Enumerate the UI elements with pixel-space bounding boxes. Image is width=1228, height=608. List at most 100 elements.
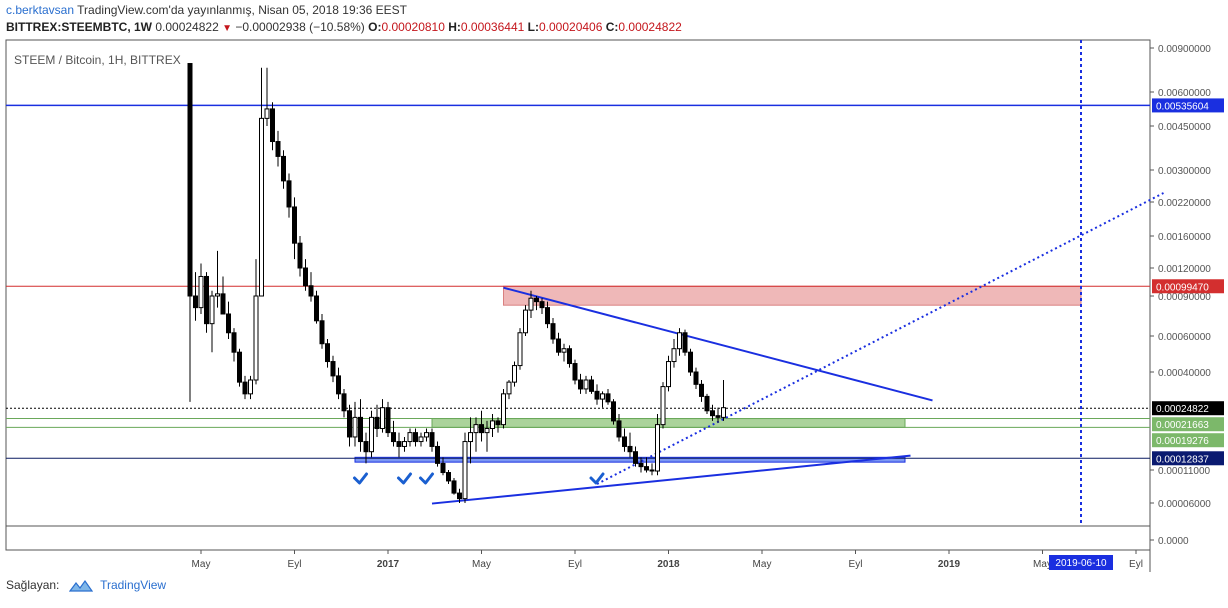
footer: Sağlayan: TradingView xyxy=(6,578,166,593)
candle-body xyxy=(341,393,347,412)
candle-body xyxy=(550,323,556,340)
price-tick-label: 0.00160000 xyxy=(1158,232,1211,243)
candle-body xyxy=(506,381,512,395)
candle-body xyxy=(369,416,374,453)
high-label: H: xyxy=(448,20,461,34)
candle-body xyxy=(396,441,402,447)
candle-body xyxy=(242,381,248,395)
time-tick-label: Eyl xyxy=(849,559,863,570)
candle-body xyxy=(330,361,336,377)
candle-body xyxy=(528,297,534,311)
candle-body xyxy=(517,332,523,367)
price-tick-label: 0.00900000 xyxy=(1158,44,1211,55)
candle-body xyxy=(638,462,644,468)
price-label-badge xyxy=(1152,433,1224,448)
candle-body xyxy=(440,462,446,474)
candle-body xyxy=(215,293,220,297)
candle-body xyxy=(490,420,495,430)
candle-body xyxy=(347,410,352,438)
time-tick-label: May xyxy=(753,559,772,570)
candle-body xyxy=(259,117,264,297)
open-value: 0.00020810 xyxy=(381,20,445,34)
price-label-text: 0.00099470 xyxy=(1156,282,1209,293)
candle-body xyxy=(578,379,583,390)
candle-body xyxy=(572,363,578,381)
candle-body xyxy=(677,332,682,350)
candle-body xyxy=(594,390,600,400)
price-tick-label: 0.00220000 xyxy=(1158,198,1211,209)
resistance-zone xyxy=(503,285,1082,306)
time-tick-label: Eyl xyxy=(1129,559,1143,570)
candle-body xyxy=(561,348,567,353)
candle-body xyxy=(253,295,259,381)
date-label-badge xyxy=(1049,555,1113,570)
time-tick-label: May xyxy=(472,559,491,570)
price-label-text: 0.00021663 xyxy=(1156,420,1209,431)
candle-body xyxy=(352,416,358,438)
candle-body xyxy=(715,415,721,418)
candle-body xyxy=(512,365,517,383)
provider-name[interactable]: TradingView xyxy=(100,578,167,592)
close-value: 0.00024822 xyxy=(618,20,682,34)
candle-body xyxy=(281,155,286,182)
price-label-badge xyxy=(1152,417,1224,432)
open-label: O: xyxy=(368,20,382,34)
candle-body xyxy=(358,416,363,443)
candle-body xyxy=(495,420,501,426)
close-label: C: xyxy=(605,20,619,34)
candle-body xyxy=(209,295,215,325)
time-tick-label: Eyl xyxy=(288,559,302,570)
price-label-badge xyxy=(1152,451,1224,466)
candle-body xyxy=(605,393,611,403)
checkmark-icon xyxy=(419,472,434,485)
candle-body xyxy=(424,432,429,438)
candle-body xyxy=(226,313,231,334)
price-tick-label: 0.00450000 xyxy=(1158,122,1211,133)
candle-body xyxy=(660,386,666,426)
low-label: L: xyxy=(527,20,539,34)
candle-body xyxy=(462,441,468,500)
candle-body xyxy=(314,295,319,322)
candle-body xyxy=(237,351,242,383)
candle-body xyxy=(286,180,292,208)
header-line-2: BITTREX:STEEMBTC, 1W 0.00024822 ▼ −0.000… xyxy=(6,19,682,37)
candle-body xyxy=(545,307,550,325)
candle-body xyxy=(325,343,330,363)
candle-body xyxy=(380,407,385,430)
candle-body xyxy=(407,432,413,443)
high-value: 0.00036441 xyxy=(460,20,525,34)
candle-body xyxy=(385,407,391,434)
candle-body xyxy=(391,432,396,443)
candle-body xyxy=(693,371,699,385)
price-label-badge xyxy=(1152,401,1224,416)
candle-body xyxy=(583,379,589,390)
candle-body xyxy=(193,295,198,309)
candle-body xyxy=(600,393,605,400)
price-tick-label: 0.00300000 xyxy=(1158,166,1211,177)
candle-body xyxy=(248,379,253,395)
candle-body xyxy=(479,424,484,434)
author-link[interactable]: c.berktavsan xyxy=(6,3,75,17)
candle-body xyxy=(402,441,407,447)
candle-body xyxy=(270,108,275,143)
candle-body xyxy=(644,466,649,471)
candle-body xyxy=(682,332,688,353)
candle-body xyxy=(292,206,297,244)
time-tick-label: May xyxy=(1033,559,1052,570)
time-tick-label: 2018 xyxy=(657,559,680,570)
provider-label: Sağlayan: xyxy=(6,578,60,592)
price-tick-label: 0.00600000 xyxy=(1158,88,1211,99)
price-chart[interactable]: 0.00900000 0.00600000 0.00450000 0.00300000… xyxy=(0,0,1228,572)
candle-body xyxy=(501,393,506,426)
candle-body xyxy=(363,441,369,453)
candle-body xyxy=(688,351,693,373)
chart-title: STEEM / Bitcoin, 1H, BITTREX xyxy=(14,53,181,67)
candle-body xyxy=(704,395,710,412)
price-tick-label: 0.00040000 xyxy=(1158,368,1211,379)
candle-body xyxy=(429,432,435,447)
price-label-text: 0.00024822 xyxy=(1156,404,1209,415)
triangle-upper-trendline xyxy=(503,286,933,402)
candle-body xyxy=(556,338,561,353)
price-tick-label: 0.00011000 xyxy=(1158,466,1211,477)
time-tick-label: 2019 xyxy=(938,559,961,570)
